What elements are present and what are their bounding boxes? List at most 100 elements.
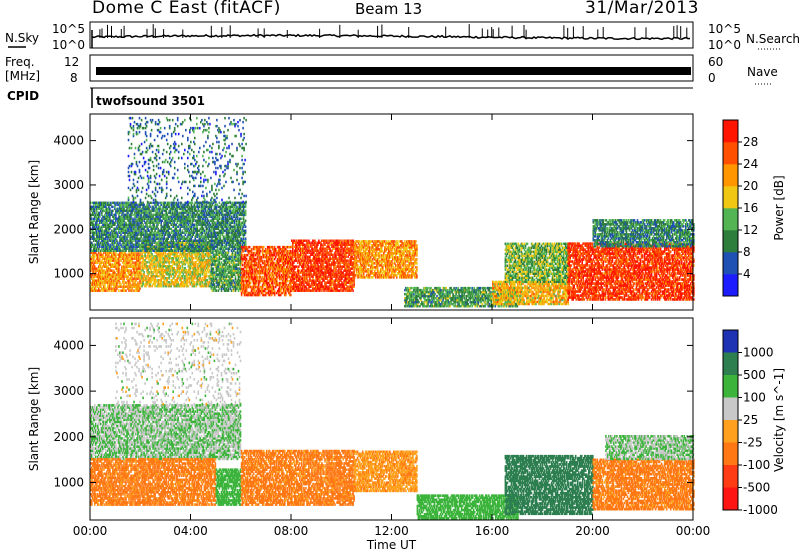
heatmap-cell	[146, 281, 148, 284]
heatmap-cell	[119, 227, 121, 230]
heatmap-cell	[100, 241, 102, 244]
heatmap-cell	[152, 225, 154, 228]
heatmap-cell	[116, 209, 118, 213]
heatmap-cell	[141, 227, 143, 230]
heatmap-cell	[113, 217, 115, 220]
heatmap-cell	[203, 243, 206, 246]
heatmap-cell	[105, 257, 107, 260]
heatmap-cell	[133, 205, 135, 209]
heatmap-cell	[147, 207, 149, 211]
heatmap-cell	[168, 259, 170, 262]
heatmap-cell	[150, 225, 152, 228]
heatmap-cell	[124, 215, 126, 218]
heatmap-cell	[144, 231, 146, 234]
heatmap-cell	[199, 283, 202, 286]
heatmap-cell	[114, 223, 116, 226]
heatmap-cell	[95, 213, 97, 217]
heatmap-cell	[135, 239, 137, 242]
heatmap-cell	[125, 249, 127, 252]
heatmap-cell	[140, 221, 142, 224]
heatmap-cell	[93, 213, 95, 217]
heatmap-cell	[176, 277, 178, 280]
heatmap-cell	[129, 205, 131, 209]
heatmap-cell	[131, 203, 133, 207]
heatmap-cell	[101, 207, 103, 211]
heatmap-cell	[135, 245, 137, 248]
heatmap-cell	[139, 203, 141, 207]
heatmap-cell	[153, 237, 155, 240]
heatmap-cell	[141, 247, 143, 250]
heatmap-cell	[145, 277, 147, 280]
heatmap-cell	[126, 283, 128, 286]
heatmap-cell	[123, 285, 125, 288]
heatmap-cell	[193, 275, 196, 278]
heatmap-cell	[116, 227, 118, 230]
heatmap-cell	[201, 249, 204, 252]
heatmap-cell	[130, 211, 132, 215]
heatmap-cell	[175, 281, 177, 284]
heatmap-cell	[94, 209, 96, 213]
heatmap-cell	[97, 233, 99, 236]
heatmap-cell	[91, 261, 93, 264]
heatmap-cell	[120, 209, 122, 213]
heatmap-cell	[183, 283, 186, 286]
heatmap-cell	[106, 233, 108, 236]
heatmap-cell	[164, 277, 166, 280]
heatmap-cell	[129, 259, 131, 262]
heatmap-cell	[144, 229, 146, 232]
heatmap-cell	[135, 219, 137, 222]
heatmap-cell	[103, 237, 105, 240]
heatmap-cell	[185, 281, 188, 284]
heatmap-cell	[151, 221, 153, 224]
heatmap-cell	[98, 227, 100, 230]
heatmap-cell	[153, 261, 155, 264]
heatmap-cell	[170, 279, 172, 282]
heatmap-cell	[205, 241, 208, 244]
heatmap-cell	[94, 201, 96, 205]
heatmap-cell	[114, 201, 116, 205]
heatmap-cell	[106, 241, 108, 244]
heatmap-cell	[96, 219, 98, 222]
heatmap-cell	[122, 247, 124, 250]
heatmap-cell	[152, 247, 154, 250]
heatmap-cell	[131, 237, 133, 240]
heatmap-cell	[124, 247, 126, 250]
heatmap-cell	[99, 205, 101, 209]
heatmap-cell	[204, 273, 207, 276]
heatmap-cell	[184, 245, 187, 248]
heatmap-cell	[139, 231, 141, 234]
heatmap-cell	[191, 255, 194, 258]
heatmap-cell	[203, 261, 206, 264]
heatmap-cell	[144, 207, 146, 211]
heatmap-cell	[188, 261, 191, 264]
heatmap-cell	[92, 253, 94, 256]
heatmap-cell	[178, 271, 180, 274]
heatmap-cell	[109, 211, 111, 215]
heatmap-cell	[171, 271, 173, 274]
heatmap-cell	[124, 221, 126, 224]
heatmap-cell	[184, 255, 187, 258]
heatmap-cell	[121, 245, 123, 248]
heatmap-cell	[98, 241, 100, 244]
heatmap-cell	[161, 277, 163, 280]
heatmap-cell	[149, 233, 151, 236]
heatmap-cell	[110, 269, 112, 272]
nsky-frame	[89, 21, 694, 49]
heatmap-cell	[179, 279, 181, 282]
heatmap-cell	[151, 241, 153, 244]
heatmap-cell	[133, 243, 135, 246]
heatmap-cell	[177, 255, 179, 258]
heatmap-cell	[104, 225, 106, 228]
heatmap-cell	[202, 265, 205, 268]
heatmap-cell	[198, 273, 201, 276]
heatmap-cell	[133, 207, 135, 211]
heatmap-cell	[123, 287, 125, 290]
heatmap-cell	[118, 267, 120, 270]
heatmap-cell	[102, 233, 104, 236]
heatmap-cell	[129, 285, 131, 288]
heatmap-cell	[122, 207, 124, 211]
heatmap-cell	[175, 251, 177, 254]
heatmap-cell	[175, 263, 177, 266]
heatmap-cell	[90, 221, 92, 224]
heatmap-cell	[139, 239, 141, 242]
